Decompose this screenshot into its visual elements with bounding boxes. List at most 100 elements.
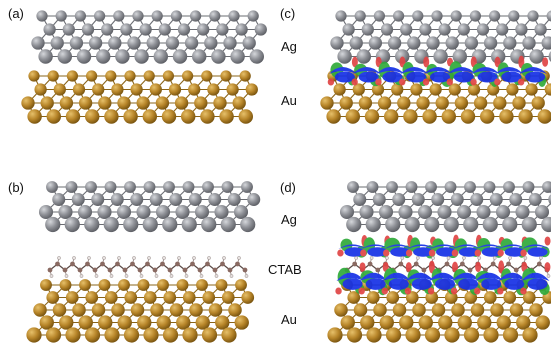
ctab-hydrogen — [237, 256, 241, 260]
gold-atom — [202, 291, 216, 304]
charge-density-ctab-au — [335, 260, 551, 296]
charge-blue-lobe — [430, 244, 458, 249]
silver-atom — [184, 36, 199, 50]
gold-atom — [98, 96, 112, 110]
gold-atom — [347, 291, 361, 304]
silver-atom — [69, 36, 84, 50]
gold-atom — [339, 96, 353, 110]
gold-atom — [213, 96, 227, 110]
gold-atom — [208, 303, 223, 317]
gold-atom — [234, 315, 249, 330]
charge-blue-lobe — [338, 244, 367, 249]
ctab-hydrogen — [57, 256, 61, 260]
silver-atom — [240, 216, 256, 233]
label-ag-top: Ag — [281, 39, 297, 54]
charge-blue-lobe — [521, 272, 550, 281]
gold-atom — [451, 303, 465, 317]
charge-blue-lobe — [458, 247, 479, 257]
gold-atom — [104, 327, 120, 343]
gold-atom — [163, 291, 177, 304]
gold-atom — [483, 291, 497, 304]
charge-red-lobe — [451, 249, 459, 257]
silver-atom — [139, 23, 152, 36]
charge-blue-lobe — [527, 278, 548, 290]
gold-atom — [457, 315, 472, 330]
panel-d-structure — [327, 181, 551, 343]
gold-atom — [92, 83, 105, 96]
gold-atom — [201, 70, 213, 82]
silver-atom — [235, 23, 248, 36]
gold-atom — [66, 70, 79, 82]
silver-atom — [188, 193, 202, 206]
charge-red-lobe — [542, 57, 549, 67]
charge-red-lobe — [427, 287, 435, 295]
silver-atom — [534, 23, 547, 36]
silver-atom — [103, 216, 119, 233]
ctab-hydrogen — [207, 256, 211, 260]
gold-atom — [143, 291, 157, 304]
gold-atom — [215, 315, 230, 330]
silver-atom — [134, 49, 149, 64]
panel-letter-b: (b) — [8, 180, 24, 195]
ag-slab — [330, 10, 551, 64]
charge-red-lobe — [383, 249, 390, 257]
gold-atom — [346, 327, 363, 343]
ctab-atom — [152, 267, 158, 273]
gold-atom — [477, 315, 492, 330]
silver-atom — [64, 216, 80, 233]
gold-atom — [509, 303, 524, 317]
silver-atom — [76, 49, 92, 64]
gold-atom — [431, 303, 446, 317]
silver-atom — [356, 49, 371, 64]
gold-atom — [352, 83, 365, 96]
ctab-hydrogen — [385, 256, 389, 260]
silver-atom — [489, 193, 503, 206]
silver-atom — [149, 193, 163, 206]
gold-atom — [104, 291, 118, 304]
charge-blue-lobe — [436, 247, 456, 257]
gold-atom — [156, 315, 171, 330]
silver-atom — [417, 204, 433, 220]
gold-atom — [85, 291, 99, 304]
gold-atom — [499, 109, 514, 124]
gold-atom — [503, 291, 517, 304]
gold-atom — [512, 96, 526, 110]
ctab-hydrogen — [124, 274, 129, 278]
silver-atom — [457, 23, 470, 36]
silver-atom — [503, 181, 515, 193]
charge-blue-lobe — [407, 244, 436, 249]
silver-atom — [163, 181, 175, 193]
charge-blue-lobe — [475, 272, 504, 281]
silver-atom — [424, 216, 440, 233]
silver-atom — [398, 204, 413, 220]
charge-blue-lobe — [382, 272, 411, 281]
gold-atom — [493, 96, 507, 110]
charge-red-lobe — [450, 287, 458, 295]
charge-blue-lobe — [406, 71, 427, 83]
silver-atom — [431, 10, 443, 22]
silver-atom — [93, 10, 106, 22]
charge-red-lobe — [474, 249, 481, 257]
charge-blue-lobe — [477, 71, 498, 83]
label-ctab: CTAB — [268, 262, 302, 277]
charge-red-lobe — [360, 249, 367, 257]
ctab-atom — [367, 261, 373, 267]
silver-atom — [96, 49, 111, 64]
silver-atom — [372, 193, 386, 206]
ag-slab — [38, 181, 261, 233]
au-slab — [21, 70, 258, 124]
gold-atom — [174, 96, 189, 110]
gold-atom — [46, 291, 60, 304]
silver-atom — [464, 181, 476, 193]
gold-atom — [39, 315, 54, 330]
ctab-atom — [92, 267, 98, 273]
charge-red-lobe — [351, 56, 358, 68]
charge-blue-lobe — [504, 278, 525, 290]
silver-atom — [52, 193, 66, 206]
charge-red-lobe — [375, 78, 382, 86]
gold-atom — [353, 303, 368, 317]
silver-atom — [502, 216, 518, 233]
silver-atom — [508, 10, 520, 22]
panel-letter-d: (d) — [280, 180, 296, 195]
ctab-hydrogen — [184, 274, 189, 278]
